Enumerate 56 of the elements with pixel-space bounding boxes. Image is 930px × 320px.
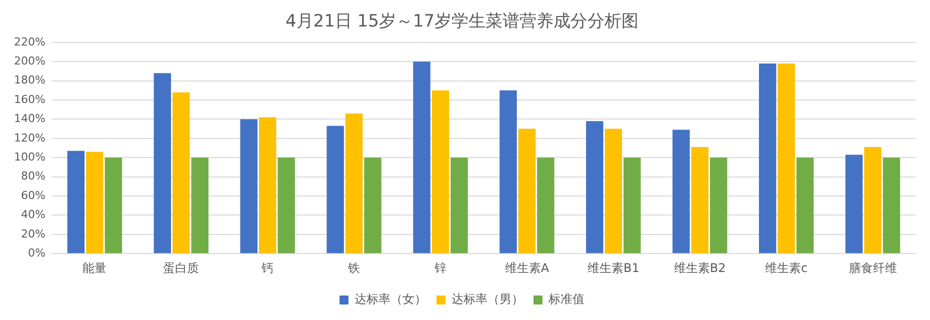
chart-title: 4月21日 15岁～17岁学生菜谱营养成分分析图 bbox=[285, 12, 639, 32]
y-tick-label: 120% bbox=[14, 131, 46, 144]
y-tick-label: 40% bbox=[20, 208, 46, 222]
bar bbox=[882, 158, 900, 254]
y-tick-label: 20% bbox=[20, 227, 46, 240]
y-tick-label: 100% bbox=[14, 150, 46, 164]
bar bbox=[672, 130, 690, 254]
bar bbox=[104, 158, 122, 254]
y-tick-label: 180% bbox=[14, 74, 46, 87]
y-tick-label: 60% bbox=[20, 188, 46, 202]
x-tick-label: 铁 bbox=[347, 260, 360, 275]
bar bbox=[537, 158, 554, 254]
bar bbox=[864, 147, 882, 254]
bar bbox=[604, 128, 622, 254]
bar bbox=[191, 158, 208, 254]
bar bbox=[845, 154, 863, 254]
x-tick-label: 蛋白质 bbox=[163, 260, 200, 275]
bar bbox=[413, 62, 430, 254]
bar bbox=[278, 158, 295, 254]
bar bbox=[326, 126, 344, 254]
x-tick-label: 能量 bbox=[82, 260, 107, 275]
y-tick-label: 160% bbox=[14, 92, 46, 106]
bar bbox=[518, 128, 536, 254]
x-tick-label: 维生素c bbox=[765, 260, 808, 275]
bar bbox=[154, 73, 172, 254]
bar bbox=[240, 119, 258, 254]
y-tick-label: 80% bbox=[20, 170, 46, 183]
legend-label: 达标率（女） bbox=[354, 292, 426, 306]
bar bbox=[710, 158, 728, 254]
y-tick-label: 0% bbox=[28, 246, 46, 260]
bar bbox=[345, 113, 363, 254]
y-tick-label: 200% bbox=[14, 54, 46, 68]
x-tick-label: 维生素B2 bbox=[674, 260, 726, 275]
bar bbox=[796, 158, 814, 254]
bar bbox=[778, 64, 795, 254]
legend-label: 标准值 bbox=[548, 292, 584, 306]
bar bbox=[624, 158, 641, 254]
bar bbox=[172, 92, 190, 254]
bar bbox=[586, 121, 604, 254]
legend-label: 达标率（男） bbox=[452, 292, 524, 306]
x-tick-label: 锌 bbox=[433, 260, 446, 275]
bar bbox=[258, 117, 276, 254]
x-tick-label: 钙 bbox=[260, 260, 274, 275]
x-tick-label: 维生素A bbox=[504, 260, 550, 275]
y-tick-label: 140% bbox=[14, 112, 46, 126]
x-tick-label: 维生素B1 bbox=[587, 260, 640, 275]
bar bbox=[450, 158, 468, 254]
bar bbox=[364, 158, 382, 254]
x-tick-label: 膳食纤维 bbox=[848, 260, 897, 275]
bar bbox=[500, 90, 517, 254]
bar bbox=[86, 152, 104, 254]
y-tick-label: 220% bbox=[14, 35, 46, 48]
bar bbox=[758, 64, 776, 254]
bar bbox=[432, 90, 450, 254]
bar bbox=[691, 147, 708, 254]
bar bbox=[67, 150, 85, 254]
